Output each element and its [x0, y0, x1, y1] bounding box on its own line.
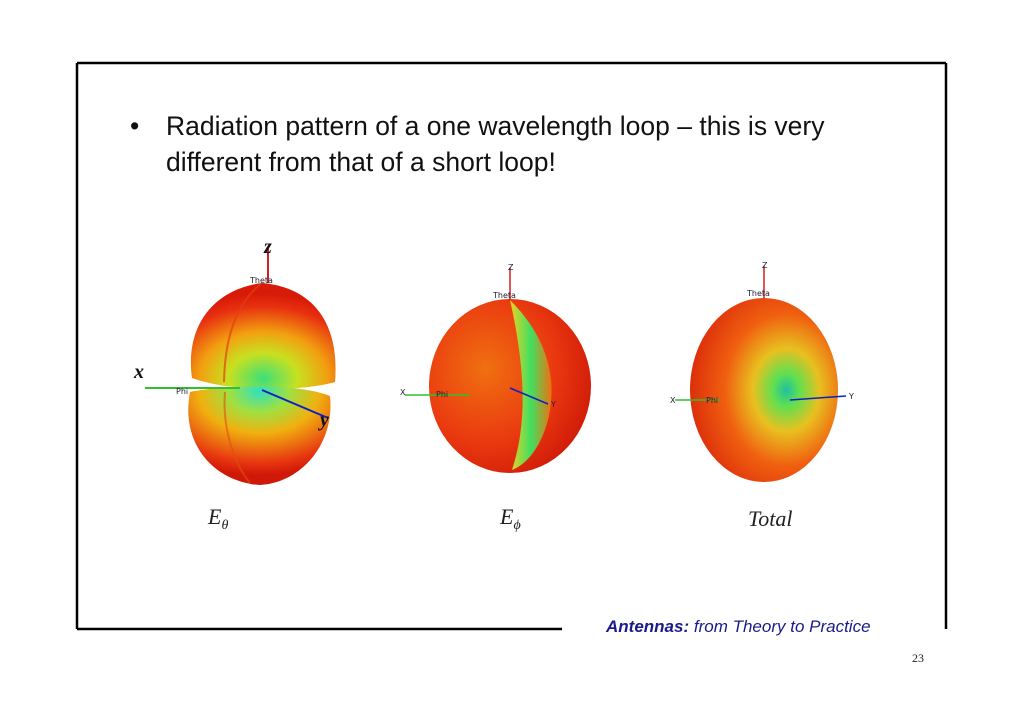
- caption: Total: [748, 506, 792, 531]
- axis-label: Phi: [176, 387, 188, 396]
- axis-label: Theta: [746, 289, 770, 298]
- axis-label: z: [263, 236, 272, 258]
- footer: Antennas: from Theory to Practice: [605, 617, 871, 636]
- pattern-e-theta: z x y Theta Phi Eθ: [133, 236, 336, 533]
- page-number: 23: [912, 651, 924, 665]
- axis-label: Phi: [706, 396, 718, 405]
- caption-main: E: [499, 504, 514, 529]
- pattern-e-phi: Z X Y Theta Phi Eϕ: [400, 263, 591, 533]
- footer-bold: Antennas:: [605, 617, 689, 636]
- bullet-item: Radiation pattern of a one wavelength lo…: [166, 108, 926, 180]
- pattern-total: Z X Y Theta Phi Total: [670, 261, 854, 531]
- axis-label: y: [318, 409, 329, 431]
- axis-label: Z: [762, 261, 768, 270]
- axis-label: Theta: [249, 276, 273, 285]
- axis-label: Theta: [492, 291, 516, 300]
- frame: [75, 61, 948, 631]
- axis-label: x: [133, 361, 144, 383]
- axis-label: Y: [550, 400, 556, 409]
- axis-label: X: [400, 388, 406, 397]
- caption-sub: θ: [221, 518, 228, 533]
- bullet-list: Radiation pattern of a one wavelength lo…: [130, 108, 926, 180]
- caption-main: E: [207, 504, 222, 529]
- caption: Eϕ: [499, 504, 521, 533]
- axis-label: Z: [508, 263, 514, 272]
- footer-italic: from Theory to Practice: [694, 617, 871, 636]
- axis-label: X: [670, 396, 676, 405]
- caption-sub: ϕ: [513, 518, 520, 533]
- caption: Eθ: [207, 504, 228, 533]
- axis-label: Phi: [436, 390, 448, 399]
- axis-label: Y: [848, 392, 854, 401]
